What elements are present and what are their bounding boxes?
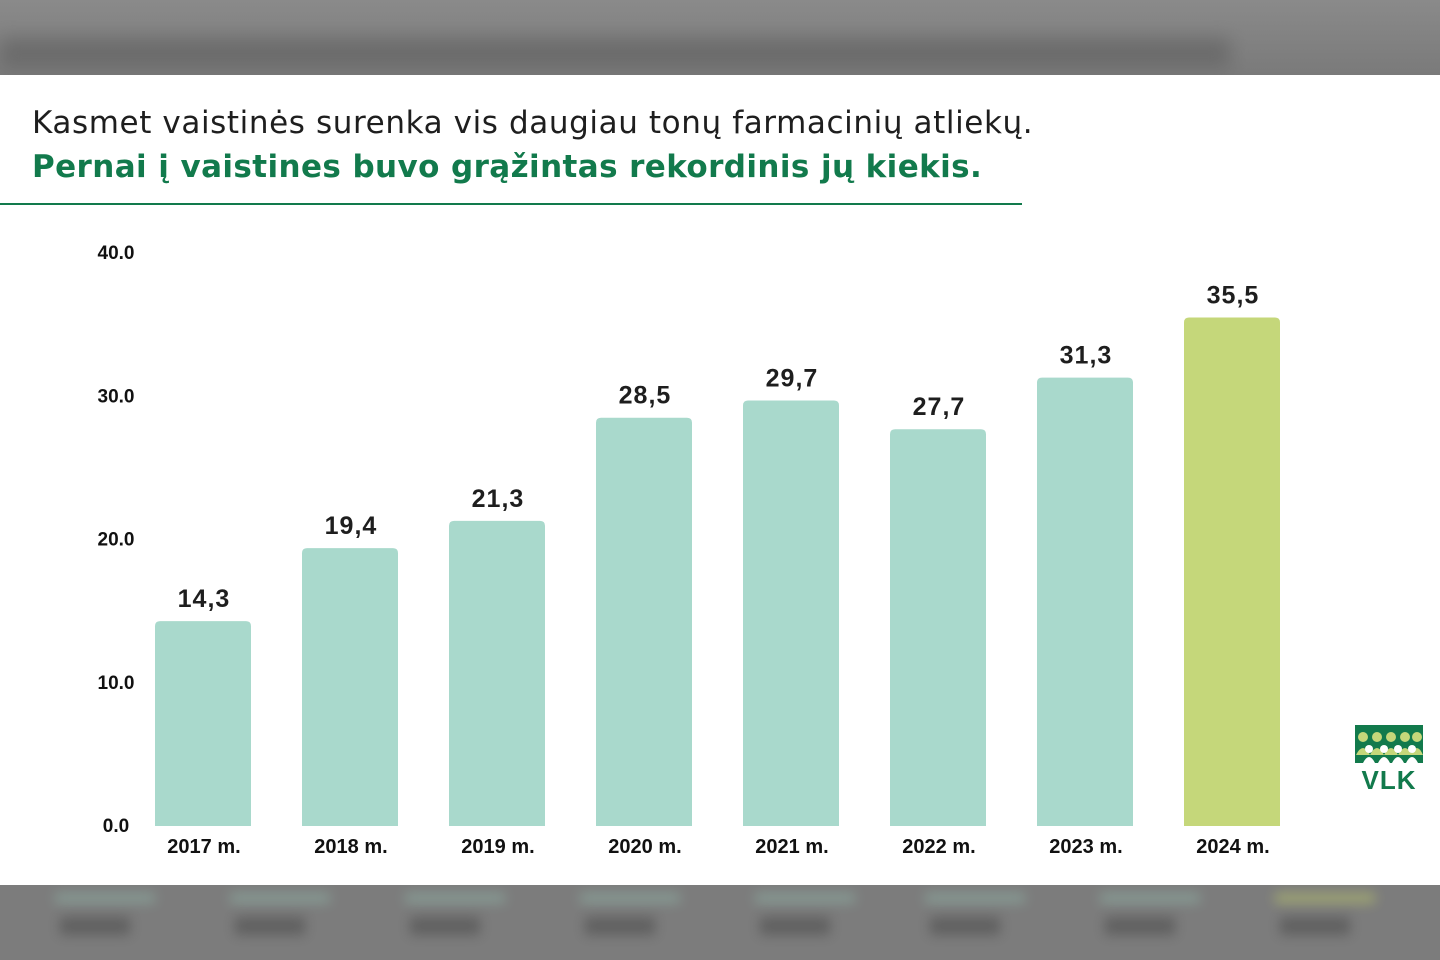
bar-value-label: 28,5	[619, 382, 672, 410]
x-tick-label: 2017 m.	[167, 836, 240, 858]
x-tick-label: 2024 m.	[1196, 836, 1269, 858]
blurred-background-top	[0, 0, 1440, 75]
bar	[155, 621, 251, 826]
bar-value-label: 19,4	[325, 512, 378, 540]
vlk-logo: VLK	[1355, 725, 1423, 795]
x-tick-label: 2022 m.	[902, 836, 975, 858]
bar	[890, 429, 986, 826]
bar-value-label: 29,7	[766, 365, 819, 393]
bar	[743, 400, 839, 826]
bar	[449, 520, 545, 826]
bar-value-label: 35,5	[1207, 281, 1260, 309]
y-tick-label: 10.0	[98, 673, 135, 694]
title-divider	[0, 203, 1022, 205]
blurred-headline-ghost	[0, 38, 1230, 68]
x-tick-label: 2021 m.	[755, 836, 828, 858]
y-tick-label: 0.0	[103, 816, 129, 837]
x-tick-label: 2023 m.	[1049, 836, 1122, 858]
blurred-background-bottom	[0, 885, 1440, 960]
x-tick-label: 2019 m.	[461, 836, 534, 858]
bar-value-label: 14,3	[178, 585, 231, 613]
chart-subtitle: Pernai į vaistines buvo grąžintas rekord…	[32, 149, 983, 185]
chart-title: Kasmet vaistinės surenka vis daugiau ton…	[32, 105, 1034, 141]
bar-value-label: 31,3	[1060, 342, 1113, 370]
bar-value-label: 21,3	[472, 485, 525, 513]
bar	[302, 548, 398, 826]
x-tick-label: 2018 m.	[314, 836, 387, 858]
bar	[596, 417, 692, 826]
bar	[1184, 317, 1280, 826]
bar-value-label: 27,7	[913, 393, 966, 421]
y-tick-label: 40.0	[98, 243, 135, 264]
y-tick-label: 30.0	[98, 386, 135, 407]
logo-text: VLK	[1361, 765, 1417, 795]
bar	[1037, 377, 1133, 826]
x-tick-label: 2020 m.	[608, 836, 681, 858]
people-group-icon	[1355, 725, 1423, 763]
y-tick-label: 20.0	[98, 530, 135, 551]
